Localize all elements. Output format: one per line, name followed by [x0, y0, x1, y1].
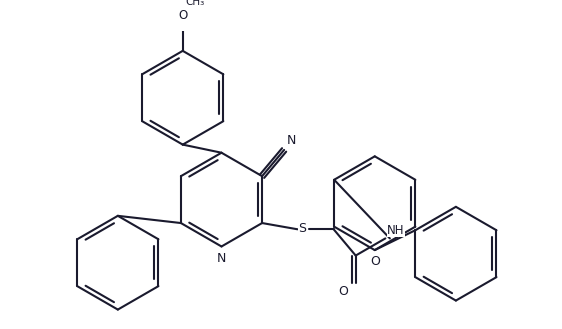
Text: N: N	[217, 252, 226, 265]
Text: NH: NH	[387, 224, 405, 237]
Text: S: S	[298, 222, 306, 235]
Text: O: O	[338, 285, 348, 298]
Text: O: O	[370, 255, 380, 267]
Text: CH₃: CH₃	[185, 0, 205, 7]
Text: O: O	[178, 9, 187, 22]
Text: N: N	[287, 134, 296, 147]
